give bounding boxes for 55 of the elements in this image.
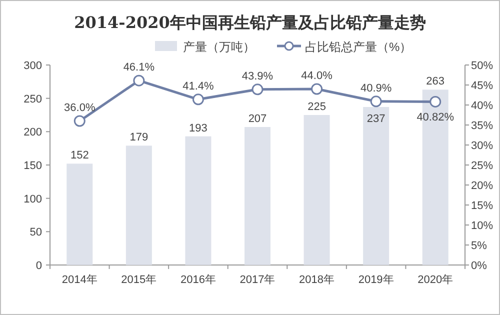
y2-tick-label: 40% <box>471 100 494 112</box>
data-label: 225 <box>308 101 326 113</box>
legend-label: 占比铅总产量（%） <box>305 40 412 54</box>
x-tick-label: 2018年 <box>299 274 335 286</box>
y-tick-label: 300 <box>24 60 42 72</box>
data-label: 40.9% <box>360 82 392 94</box>
data-label: 43.9% <box>242 70 274 82</box>
y2-tick-label: 50% <box>471 60 494 72</box>
y-tick-label: 250 <box>24 93 42 106</box>
legend-label: 产量（万吨） <box>183 40 255 54</box>
data-label: 193 <box>189 122 208 134</box>
data-label: 263 <box>426 76 445 88</box>
data-label: 44.0% <box>301 70 333 82</box>
y2-tick-label: 10% <box>471 220 494 232</box>
chart-title: 2014-2020年中国再生铅产量及占比铅产量走势 <box>74 13 426 32</box>
x-tick-label: 2020年 <box>418 274 454 286</box>
point <box>133 74 145 86</box>
x-tick-label: 2015年 <box>121 274 157 286</box>
point <box>252 84 264 96</box>
bar <box>363 107 390 265</box>
y-tick-label: 200 <box>24 126 42 139</box>
bar <box>66 164 93 265</box>
data-label: 46.1% <box>123 62 155 74</box>
data-label: 36.0% <box>64 102 96 114</box>
x-tick-label: 2016年 <box>180 274 216 286</box>
point <box>370 96 382 108</box>
data-label: 207 <box>248 113 267 125</box>
y2-tick-label: 15% <box>471 200 494 212</box>
y-tick-label: 150 <box>24 160 42 172</box>
bar <box>185 136 212 265</box>
data-label: 237 <box>366 113 386 125</box>
bar <box>244 127 270 265</box>
y2-tick-label: 20% <box>471 180 494 192</box>
x-tick-label: 2017年 <box>240 274 276 286</box>
data-label: 41.4% <box>182 80 214 92</box>
data-label: 40.82% <box>416 112 454 124</box>
x-tick-label: 2014年 <box>62 274 98 286</box>
x-tick-label: 2019年 <box>358 274 394 286</box>
y2-tick-label: 45% <box>471 80 494 92</box>
y-tick-label: 0 <box>36 260 42 272</box>
y2-tick-label: 0% <box>471 260 488 272</box>
point <box>192 94 204 106</box>
bar <box>304 115 330 265</box>
y2-tick-label: 30% <box>471 140 494 152</box>
point <box>311 83 323 95</box>
data-label: 152 <box>70 150 89 162</box>
bar <box>126 146 152 265</box>
point <box>430 96 442 108</box>
y2-tick-label: 5% <box>471 240 488 252</box>
y2-tick-label: 25% <box>471 160 494 172</box>
y-tick-label: 100 <box>24 193 42 206</box>
data-label: 179 <box>130 132 148 144</box>
y-tick-label: 50 <box>30 226 42 239</box>
y2-tick-label: 35% <box>471 120 494 132</box>
point <box>74 115 86 127</box>
